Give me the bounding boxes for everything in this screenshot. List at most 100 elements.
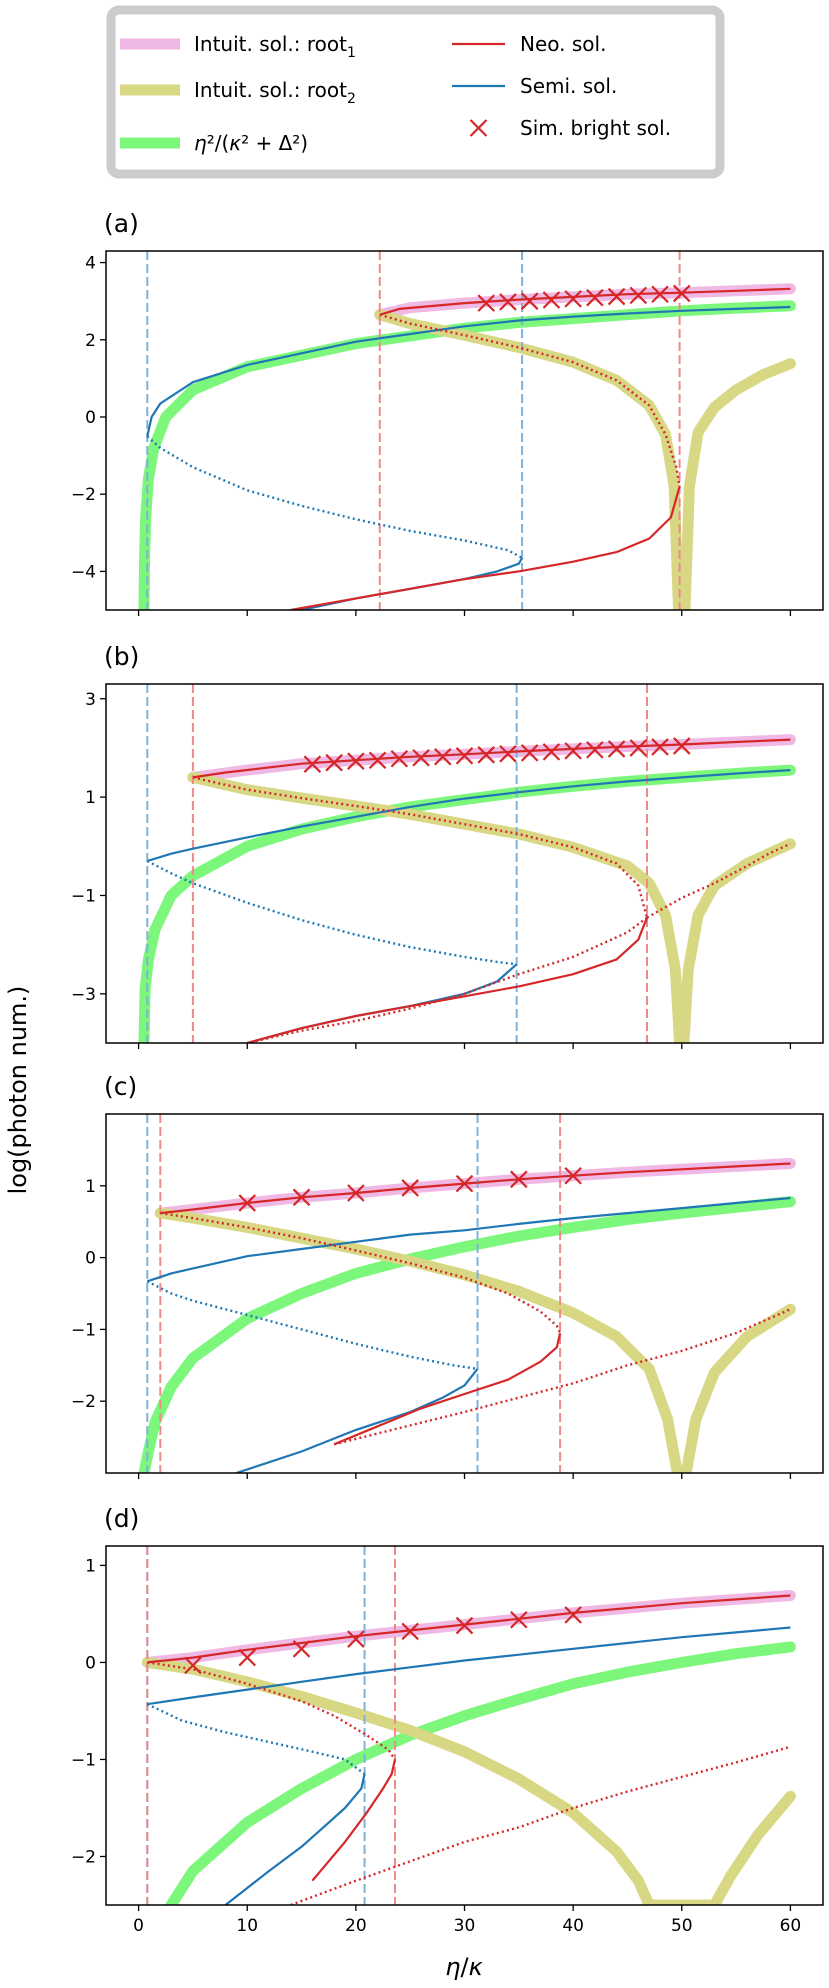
sim-marker: [520, 744, 539, 762]
series-semi-lower: [236, 1368, 479, 1473]
x-tick-label: 10: [236, 1916, 258, 1936]
series-semi-lower: [224, 1773, 366, 1905]
sim-marker: [499, 745, 517, 763]
y-tick-label: −3: [71, 985, 96, 1005]
sim-marker: [629, 739, 648, 757]
sim-marker: [607, 740, 626, 758]
panel-label: (a): [104, 209, 139, 238]
legend-swatch-sim: [469, 119, 488, 137]
y-tick-label: 3: [85, 690, 96, 710]
series-neo-unstable-lower: [333, 1308, 791, 1446]
y-tick-label: 1: [85, 1177, 96, 1197]
series-semi-unstable: [146, 859, 517, 966]
series-neo-lower: [246, 917, 649, 1043]
series-root2: [141, 1656, 796, 1905]
series-neo-lower: [290, 486, 681, 610]
sim-marker: [292, 1188, 311, 1207]
series-semi-unstable: [146, 1280, 478, 1371]
sim-marker: [401, 1622, 419, 1641]
series-neo-unstable-upper: [646, 842, 791, 919]
sim-marker: [455, 1616, 474, 1635]
x-tick-label: 0: [133, 1916, 144, 1936]
sim-marker: [347, 752, 365, 770]
sim-marker: [433, 748, 452, 766]
legend-entry-semi: Semi. sol.: [452, 74, 617, 98]
x-label-eta: η: [445, 1953, 460, 1981]
sim-marker: [455, 747, 474, 765]
y-tick-label: 0: [85, 1249, 96, 1269]
sim-marker: [184, 1656, 202, 1675]
x-axis-label: η/κ: [445, 1953, 483, 1981]
sim-marker: [629, 286, 648, 305]
sim-marker: [542, 291, 561, 309]
series-eta2-over-kappa2-delta2: [138, 1196, 796, 1473]
y-tick-label: 0: [85, 408, 96, 428]
y-tick-label: −2: [71, 1392, 96, 1412]
legend-entry-neo: Neo. sol.: [452, 32, 606, 56]
series-semi-upper: [147, 1626, 791, 1706]
sim-marker: [672, 284, 691, 303]
y-tick-label: −1: [71, 886, 96, 906]
sim-marker: [499, 293, 517, 311]
legend-entry-green: η²/(κ² + Δ²): [120, 131, 308, 155]
x-tick-label: 30: [454, 1916, 476, 1936]
series-neo-lower: [311, 1759, 397, 1882]
series-neo-unstable-lower: [246, 916, 648, 1043]
series-neo-unstable: [160, 1211, 562, 1334]
series-semi-unstable: [146, 435, 523, 559]
series-eta2-over-kappa2-delta2: [165, 1641, 796, 1905]
sim-marker: [651, 738, 669, 756]
x-tick-label: 50: [671, 1916, 693, 1936]
sim-marker: [477, 294, 496, 312]
sim-marker: [390, 749, 409, 768]
y-tick-label: 1: [85, 788, 96, 808]
series-root2: [187, 771, 796, 1043]
x-label-slash: /: [460, 1953, 469, 1981]
sim-marker: [401, 1179, 419, 1197]
series-neo-upper: [379, 287, 791, 316]
y-tick-label: 1: [85, 1556, 96, 1576]
sim-marker: [455, 1174, 474, 1193]
y-tick-label: −2: [71, 1847, 96, 1867]
sim-marker: [564, 1606, 582, 1624]
sim-marker: [368, 751, 387, 770]
y-axis-label: log(photon num.): [4, 986, 32, 1195]
plot-area: [138, 1114, 796, 1473]
legend-label-green: η²/(κ² + Δ²): [194, 131, 308, 155]
series-neo-unstable: [192, 776, 649, 918]
sim-marker: [238, 1194, 257, 1212]
series-eta2-over-kappa2-delta2: [138, 764, 796, 1043]
x-tick-label: 60: [780, 1916, 802, 1936]
sim-marker: [564, 290, 582, 308]
sim-marker: [542, 743, 561, 761]
series-neo-unstable-lower: [290, 1745, 791, 1905]
panel-b: (b) −3 −1 1 3: [71, 642, 824, 1049]
sim-marker: [510, 1170, 528, 1189]
sim-marker: [347, 1630, 365, 1648]
sim-marker: [651, 285, 669, 304]
sim-marker: [564, 742, 582, 760]
legend-entry-sim: Sim. bright sol.: [469, 116, 671, 140]
panel-label: (c): [104, 1072, 137, 1101]
series-semi-upper: [146, 1196, 791, 1283]
x-label-kappa: κ: [469, 1953, 484, 1981]
y-tick-label: 4: [85, 254, 96, 274]
series-neo-unstable: [147, 1661, 396, 1761]
series-neo-upper: [192, 738, 791, 779]
x-tick-label: 20: [345, 1916, 367, 1936]
series-root2: [154, 1207, 796, 1473]
y-tick-label: −2: [71, 485, 96, 505]
series-semi-upper: [146, 305, 791, 437]
plot-area: [138, 251, 796, 610]
sim-marker: [347, 1184, 365, 1202]
y-tick-label: −1: [71, 1750, 96, 1770]
series-root2: [374, 309, 796, 610]
series-neo-lower: [333, 1332, 562, 1446]
sim-marker: [412, 748, 430, 767]
y-tick-label: 2: [85, 331, 96, 351]
x-tick-label: 40: [562, 1916, 584, 1936]
sim-marker: [325, 753, 343, 772]
